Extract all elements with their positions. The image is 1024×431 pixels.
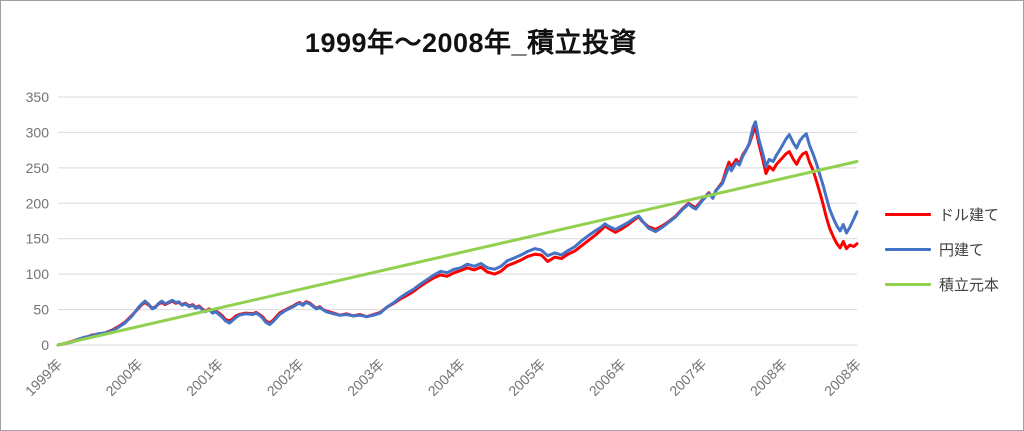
x-tick-label: 2008年 bbox=[747, 356, 790, 399]
y-tick-label: 350 bbox=[26, 89, 50, 105]
legend-label-yen: 円建て bbox=[939, 242, 985, 259]
legend-item-yen: 円建て bbox=[885, 239, 999, 260]
dollar-series-line bbox=[56, 126, 859, 347]
principal-series-line bbox=[56, 160, 859, 347]
y-tick-label: 250 bbox=[26, 160, 50, 176]
y-tick-label: 100 bbox=[26, 266, 50, 282]
legend-item-dollar: ドル建て bbox=[885, 204, 999, 225]
legend-label-dollar: ドル建て bbox=[939, 207, 1000, 224]
x-tick-label: 2003年 bbox=[344, 356, 387, 399]
x-tick-label: 2008年 bbox=[821, 356, 864, 399]
y-tick-label: 200 bbox=[26, 195, 50, 211]
dollar-line-swatch bbox=[885, 213, 931, 216]
x-tick-label: 2002年 bbox=[264, 356, 307, 399]
x-tick-label: 2004年 bbox=[425, 356, 468, 399]
yen-series-line bbox=[56, 120, 859, 347]
x-tick-label: 2007年 bbox=[666, 356, 709, 399]
legend-item-principal: 積立元本 bbox=[885, 274, 999, 295]
principal-line-swatch bbox=[885, 283, 931, 286]
x-tick-label: 1999年 bbox=[22, 356, 65, 399]
y-tick-label: 300 bbox=[26, 124, 50, 140]
y-tick-label: 150 bbox=[26, 231, 50, 247]
chart-title: 1999年～2008年_積立投資 bbox=[304, 28, 638, 58]
x-tick-label: 2001年 bbox=[183, 356, 226, 399]
y-tick-label: 0 bbox=[41, 337, 49, 353]
chart-legend: ドル建て 円建て 積立元本 bbox=[885, 204, 999, 295]
x-tick-label: 2005年 bbox=[505, 356, 548, 399]
y-tick-label: 50 bbox=[33, 302, 49, 318]
x-tick-label: 2006年 bbox=[586, 356, 629, 399]
yen-line-swatch bbox=[885, 248, 931, 251]
x-tick-label: 2000年 bbox=[102, 356, 145, 399]
legend-label-principal: 積立元本 bbox=[939, 277, 1000, 294]
